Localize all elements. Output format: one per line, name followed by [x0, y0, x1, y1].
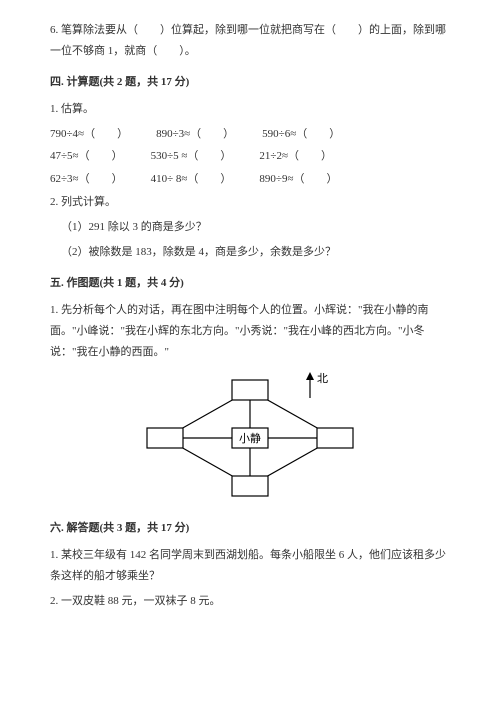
estimate-row-3: 62÷3≈（ ） 410÷ 8≈（ ） 890÷9≈（ ） — [50, 169, 450, 190]
question-6: 6. 笔算除法要从（ ）位算起，除到哪一位就把商写在（ ）的上面，除到哪一位不够… — [50, 20, 450, 62]
est-cell: 890÷3≈（ ） — [156, 124, 234, 145]
est-cell: 21÷2≈（ ） — [259, 146, 332, 167]
sec4-q1: 1. 估算。 — [50, 99, 450, 120]
sec6-q2: 2. 一双皮鞋 88 元，一双袜子 8 元。 — [50, 591, 450, 612]
est-cell: 590÷6≈（ ） — [262, 124, 340, 145]
diagram-svg: 小静 北 — [135, 368, 365, 508]
sec4-q2a: （1）291 除以 3 的商是多少？ — [50, 217, 450, 238]
est-cell: 790÷4≈（ ） — [50, 124, 128, 145]
section-4-header: 四. 计算题(共 2 题，共 17 分) — [50, 72, 450, 93]
sec6-q1: 1. 某校三年级有 142 名同学周末到西湖划船。每条小船限坐 6 人，他们应该… — [50, 545, 450, 587]
est-cell: 530÷5 ≈（ ） — [151, 146, 232, 167]
est-cell: 62÷3≈（ ） — [50, 169, 123, 190]
est-cell: 47÷5≈（ ） — [50, 146, 123, 167]
section-6-header: 六. 解答题(共 3 题，共 17 分) — [50, 518, 450, 539]
worksheet-page: 6. 笔算除法要从（ ）位算起，除到哪一位就把商写在（ ）的上面，除到哪一位不够… — [0, 0, 500, 707]
section-5-header: 五. 作图题(共 1 题，共 4 分) — [50, 273, 450, 294]
estimate-row-1: 790÷4≈（ ） 890÷3≈（ ） 590÷6≈（ ） — [50, 124, 450, 145]
est-cell: 890÷9≈（ ） — [259, 169, 337, 190]
est-cell: 410÷ 8≈（ ） — [151, 169, 232, 190]
sec4-q2: 2. 列式计算。 — [50, 192, 450, 213]
position-diagram: 小静 北 — [135, 368, 365, 508]
north-label: 北 — [317, 372, 328, 385]
center-label: 小静 — [239, 431, 261, 445]
sec4-q2b: （2）被除数是 183，除数是 4，商是多少，余数是多少？ — [50, 242, 450, 263]
sec5-q1: 1. 先分析每个人的对话，再在图中注明每个人的位置。小辉说："我在小静的南面。"… — [50, 300, 450, 363]
estimate-row-2: 47÷5≈（ ） 530÷5 ≈（ ） 21÷2≈（ ） — [50, 146, 450, 167]
